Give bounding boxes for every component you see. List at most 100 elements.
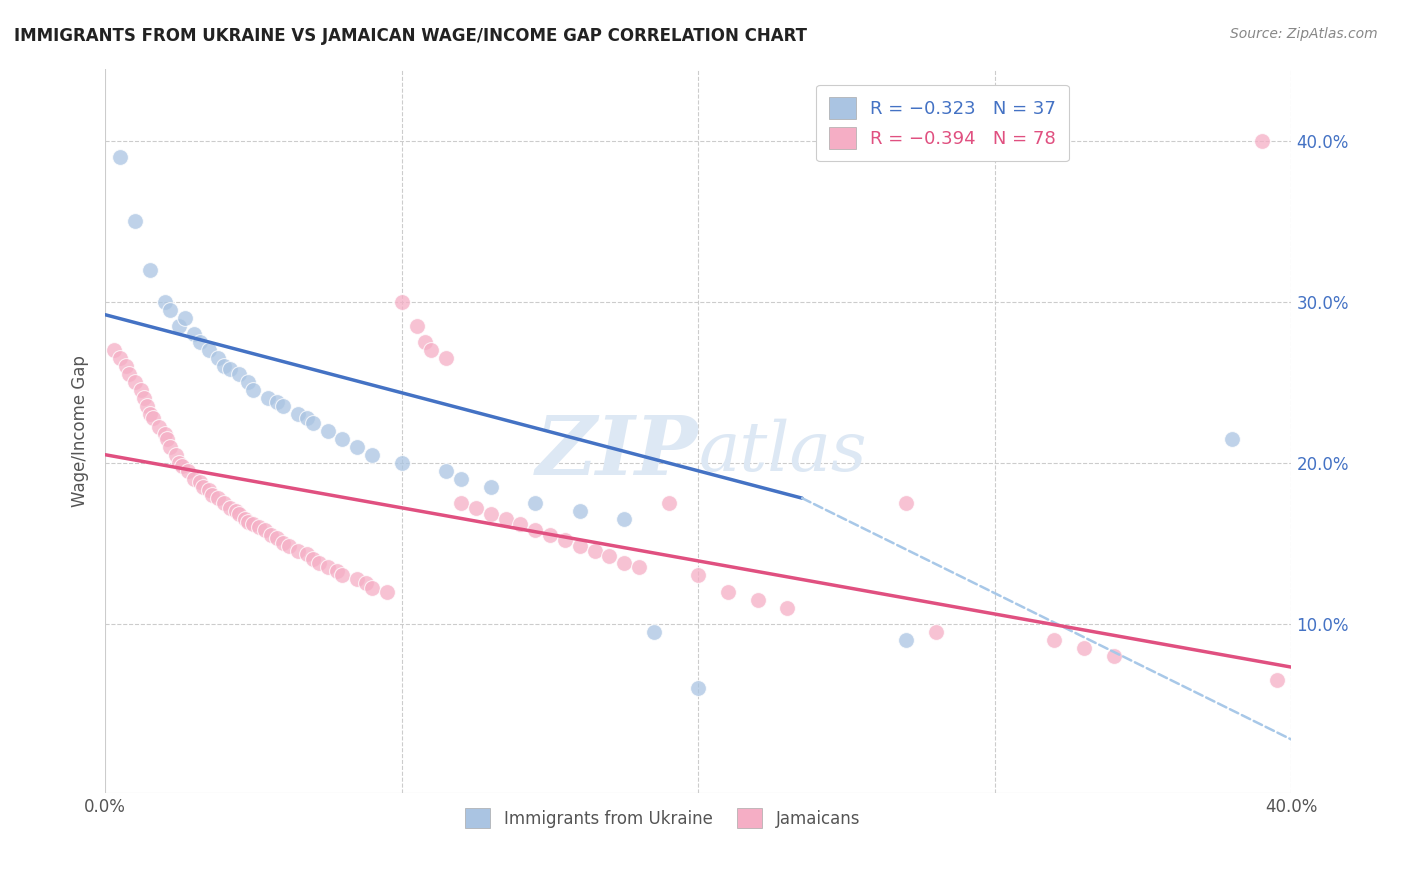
- Point: [658, 496, 681, 510]
- Point: [225, 504, 247, 518]
- Point: [894, 632, 917, 647]
- Point: [118, 368, 141, 382]
- Point: [434, 464, 457, 478]
- Point: [169, 318, 191, 333]
- Point: [1043, 632, 1066, 647]
- Point: [450, 472, 472, 486]
- Point: [1073, 640, 1095, 655]
- Point: [212, 496, 235, 510]
- Y-axis label: Wage/Income Gap: Wage/Income Gap: [72, 355, 89, 507]
- Point: [346, 440, 368, 454]
- Point: [108, 351, 131, 366]
- Point: [316, 560, 339, 574]
- Point: [124, 214, 146, 228]
- Point: [188, 475, 211, 489]
- Point: [391, 294, 413, 309]
- Point: [688, 681, 710, 695]
- Point: [142, 410, 165, 425]
- Point: [524, 496, 547, 510]
- Point: [354, 576, 377, 591]
- Point: [332, 432, 354, 446]
- Text: Source: ZipAtlas.com: Source: ZipAtlas.com: [1230, 27, 1378, 41]
- Point: [554, 533, 576, 547]
- Point: [1250, 134, 1272, 148]
- Point: [191, 480, 214, 494]
- Point: [129, 384, 152, 398]
- Point: [538, 528, 561, 542]
- Point: [391, 456, 413, 470]
- Point: [159, 440, 181, 454]
- Point: [688, 568, 710, 582]
- Point: [464, 500, 486, 515]
- Point: [325, 564, 347, 578]
- Point: [201, 488, 224, 502]
- Point: [346, 572, 368, 586]
- Point: [717, 584, 740, 599]
- Point: [479, 480, 502, 494]
- Point: [894, 496, 917, 510]
- Point: [249, 520, 271, 534]
- Point: [627, 560, 650, 574]
- Point: [924, 624, 946, 639]
- Point: [159, 302, 181, 317]
- Point: [242, 516, 264, 531]
- Point: [643, 624, 665, 639]
- Point: [434, 351, 457, 366]
- Point: [236, 376, 259, 390]
- Point: [254, 524, 277, 538]
- Point: [568, 504, 591, 518]
- Point: [747, 592, 769, 607]
- Point: [1265, 673, 1288, 687]
- Point: [124, 376, 146, 390]
- Point: [233, 512, 256, 526]
- Point: [295, 548, 318, 562]
- Point: [295, 410, 318, 425]
- Point: [1102, 648, 1125, 663]
- Point: [165, 448, 187, 462]
- Point: [375, 584, 398, 599]
- Point: [479, 508, 502, 522]
- Point: [287, 544, 309, 558]
- Point: [169, 456, 191, 470]
- Point: [405, 318, 427, 333]
- Point: [301, 552, 323, 566]
- Point: [228, 368, 250, 382]
- Point: [148, 420, 170, 434]
- Point: [218, 362, 240, 376]
- Point: [183, 326, 205, 341]
- Point: [132, 392, 155, 406]
- Text: IMMIGRANTS FROM UKRAINE VS JAMAICAN WAGE/INCOME GAP CORRELATION CHART: IMMIGRANTS FROM UKRAINE VS JAMAICAN WAGE…: [14, 27, 807, 45]
- Legend: Immigrants from Ukraine, Jamaicans: Immigrants from Ukraine, Jamaicans: [458, 801, 868, 835]
- Point: [776, 600, 799, 615]
- Point: [301, 416, 323, 430]
- Point: [212, 359, 235, 374]
- Point: [420, 343, 443, 358]
- Point: [218, 500, 240, 515]
- Point: [153, 294, 176, 309]
- Point: [198, 483, 221, 497]
- Point: [138, 408, 160, 422]
- Point: [198, 343, 221, 358]
- Point: [316, 424, 339, 438]
- Point: [524, 524, 547, 538]
- Point: [278, 540, 301, 554]
- Point: [271, 400, 294, 414]
- Point: [598, 549, 620, 563]
- Point: [242, 384, 264, 398]
- Point: [613, 512, 636, 526]
- Point: [183, 472, 205, 486]
- Point: [361, 582, 384, 596]
- Point: [228, 508, 250, 522]
- Point: [583, 544, 606, 558]
- Point: [287, 408, 309, 422]
- Point: [257, 392, 280, 406]
- Point: [613, 556, 636, 570]
- Point: [172, 458, 194, 473]
- Point: [509, 516, 531, 531]
- Point: [115, 359, 138, 374]
- Point: [450, 496, 472, 510]
- Point: [188, 334, 211, 349]
- Point: [177, 464, 200, 478]
- Point: [260, 528, 283, 542]
- Point: [103, 343, 125, 358]
